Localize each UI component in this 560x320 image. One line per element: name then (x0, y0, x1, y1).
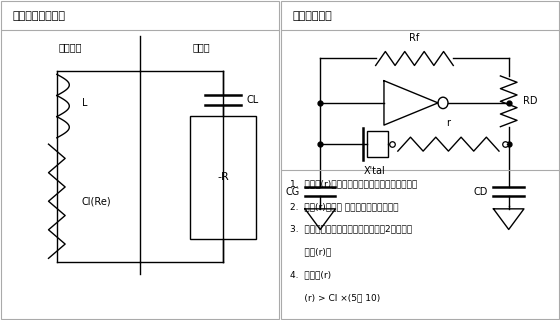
Bar (190, 116, 256, 239)
Text: 晶体单元和振荡器: 晶体单元和振荡器 (12, 11, 66, 21)
Text: 1.  将电阻(r)跟晶体单元按串联方式连接到电路。: 1. 将电阻(r)跟晶体单元按串联方式连接到电路。 (290, 179, 417, 188)
Text: CG: CG (285, 187, 300, 197)
Text: 3.  当振荡刚启动（或停止）时，如（2）所述，: 3. 当振荡刚启动（或停止）时，如（2）所述， (290, 225, 412, 234)
Text: -R: -R (217, 172, 229, 182)
Text: X'tal: X'tal (364, 166, 386, 176)
Text: RD: RD (522, 96, 537, 106)
Text: 测量(r)。: 测量(r)。 (290, 248, 331, 257)
Text: CD: CD (474, 187, 488, 197)
Text: Rf: Rf (409, 33, 419, 43)
Text: 振荡器: 振荡器 (192, 43, 210, 52)
Text: 2.  调整(r)，使得 振荡发生（或停止）。: 2. 调整(r)，使得 振荡发生（或停止）。 (290, 202, 398, 211)
Text: L: L (82, 98, 87, 108)
Text: Cl(Re): Cl(Re) (82, 196, 111, 206)
Bar (367, 132, 388, 157)
Text: (r) > CI ×(5至 10): (r) > CI ×(5至 10) (290, 293, 380, 302)
Text: 4.  推荐的(r): 4. 推荐的(r) (290, 270, 331, 279)
Text: CL: CL (247, 95, 259, 105)
Text: 晶体单元: 晶体单元 (59, 43, 82, 52)
Text: r: r (446, 118, 450, 128)
Text: 负极电阻检查: 负极电阻检查 (292, 11, 332, 21)
